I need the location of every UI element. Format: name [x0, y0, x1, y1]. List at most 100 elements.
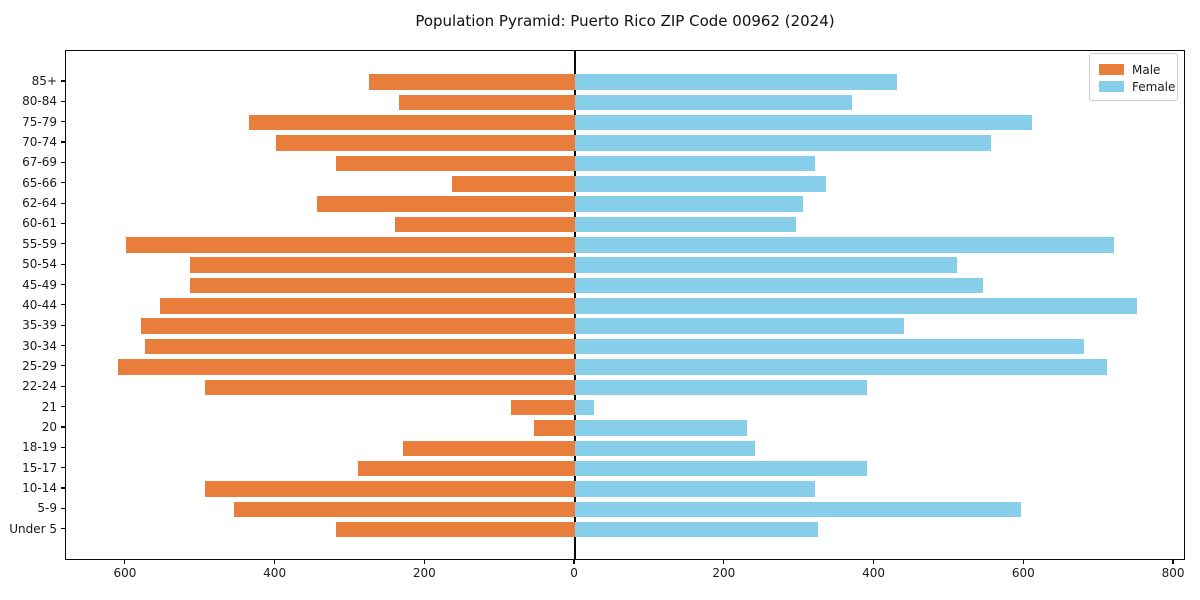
bar-female-50-54	[575, 257, 957, 273]
y-tick-mark	[61, 324, 65, 326]
y-tick-mark	[61, 243, 65, 245]
bar-male-67-69	[335, 155, 576, 172]
bar-male-22-24	[204, 379, 576, 395]
x-tick-label-200: 200	[712, 566, 736, 580]
y-tick-label-20: 20	[41, 419, 57, 434]
bar-male-40-44	[159, 298, 576, 314]
x-tick-mark	[1172, 560, 1174, 564]
bar-male-30-34	[144, 338, 576, 355]
bar-female-5-9	[575, 501, 1021, 518]
male-swatch	[1099, 64, 1124, 75]
y-tick-label-5-9: 5-9	[37, 501, 57, 516]
y-tick-label-50-54: 50-54	[22, 257, 57, 272]
bar-female-25-29	[575, 359, 1107, 375]
bar-male-50-54	[189, 257, 576, 273]
bar-female-60-61	[575, 216, 796, 233]
y-tick-mark	[61, 161, 65, 163]
bar-female-10-14	[575, 481, 815, 497]
y-tick-label-65-66: 65-66	[22, 175, 57, 190]
bar-female-67-69	[575, 155, 815, 172]
bar-male-60-61	[395, 216, 576, 233]
bar-male-21	[511, 399, 576, 416]
x-tick-mark	[124, 560, 126, 564]
bar-female-55-59	[575, 237, 1115, 253]
y-tick-mark	[61, 467, 65, 469]
x-tick-label-600: 600	[113, 566, 137, 580]
plot-area	[65, 50, 1185, 560]
legend-label-female: Female	[1132, 79, 1176, 94]
y-tick-label-35-39: 35-39	[22, 318, 57, 333]
bar-male-70-74	[275, 135, 576, 151]
y-tick-mark	[61, 528, 65, 530]
y-tick-mark	[61, 222, 65, 225]
y-tick-mark	[61, 426, 65, 428]
bar-female-85+	[575, 74, 897, 90]
bar-male-25-29	[118, 359, 576, 375]
bar-female-18-19	[575, 440, 755, 457]
y-tick-mark	[61, 385, 65, 387]
bar-female-20	[575, 420, 748, 436]
bar-male-5-9	[234, 501, 576, 518]
x-tick-label-0: 0	[570, 566, 578, 580]
y-tick-mark	[61, 304, 65, 306]
legend-entry-female: Female	[1099, 78, 1177, 95]
x-tick-mark	[1022, 560, 1024, 564]
y-tick-label-55-59: 55-59	[22, 236, 57, 251]
y-tick-label-80-84: 80-84	[22, 94, 57, 109]
y-tick-label-75-79: 75-79	[22, 114, 57, 129]
bar-female-22-24	[575, 379, 868, 395]
bar-female-45-49	[575, 277, 984, 294]
bar-female-65-66	[575, 176, 826, 192]
y-tick-label-25-29: 25-29	[22, 358, 57, 373]
y-tick-label-40-44: 40-44	[22, 297, 57, 312]
bar-male-75-79	[249, 114, 576, 131]
y-tick-mark	[61, 182, 65, 184]
x-tick-mark	[274, 560, 276, 564]
x-tick-label-400: 400	[263, 566, 287, 580]
y-tick-mark	[61, 80, 65, 82]
bar-female-30-34	[575, 338, 1085, 355]
bar-female-40-44	[575, 298, 1137, 314]
legend: Male Female	[1089, 53, 1178, 101]
bar-male-55-59	[125, 237, 576, 253]
x-tick-mark	[723, 560, 725, 564]
bar-male-20	[533, 420, 576, 436]
y-tick-label-70-74: 70-74	[22, 135, 57, 150]
bar-male-85+	[369, 74, 576, 90]
y-tick-mark	[61, 121, 65, 123]
bar-female-70-74	[575, 135, 991, 151]
x-tick-mark	[872, 560, 875, 564]
legend-label-male: Male	[1132, 62, 1161, 77]
y-tick-mark	[61, 283, 65, 286]
y-tick-label-30-34: 30-34	[22, 338, 57, 353]
bar-male-45-49	[189, 277, 576, 294]
bar-male-62-64	[316, 196, 576, 212]
x-tick-mark	[573, 560, 575, 564]
bar-female-75-79	[575, 114, 1032, 131]
bar-male-65-66	[451, 176, 576, 192]
female-swatch	[1099, 81, 1124, 92]
bar-male-35-39	[140, 318, 576, 334]
y-tick-label-21: 21	[41, 399, 57, 414]
y-tick-label-85+: 85+	[31, 74, 57, 88]
x-tick-label-600: 600	[1011, 566, 1035, 580]
y-tick-mark	[61, 487, 65, 489]
y-tick-mark	[61, 507, 65, 509]
y-tick-label-60-61: 60-61	[22, 216, 57, 231]
y-tick-mark	[61, 365, 65, 367]
x-tick-label-200: 200	[412, 566, 436, 580]
y-tick-mark	[61, 202, 65, 204]
y-tick-label-22-24: 22-24	[22, 379, 57, 394]
y-tick-label-67-69: 67-69	[22, 155, 57, 170]
chart-title: Population Pyramid: Puerto Rico ZIP Code…	[415, 12, 835, 30]
y-tick-mark	[61, 446, 65, 448]
y-tick-mark	[61, 100, 65, 102]
x-tick-label-800: 800	[1161, 566, 1185, 580]
x-tick-mark	[423, 560, 425, 564]
bar-female-62-64	[575, 196, 804, 212]
bar-female-35-39	[575, 318, 905, 334]
bar-male-Under 5	[335, 521, 576, 538]
y-tick-mark	[61, 406, 65, 408]
y-tick-label-Under 5: Under 5	[9, 521, 57, 536]
